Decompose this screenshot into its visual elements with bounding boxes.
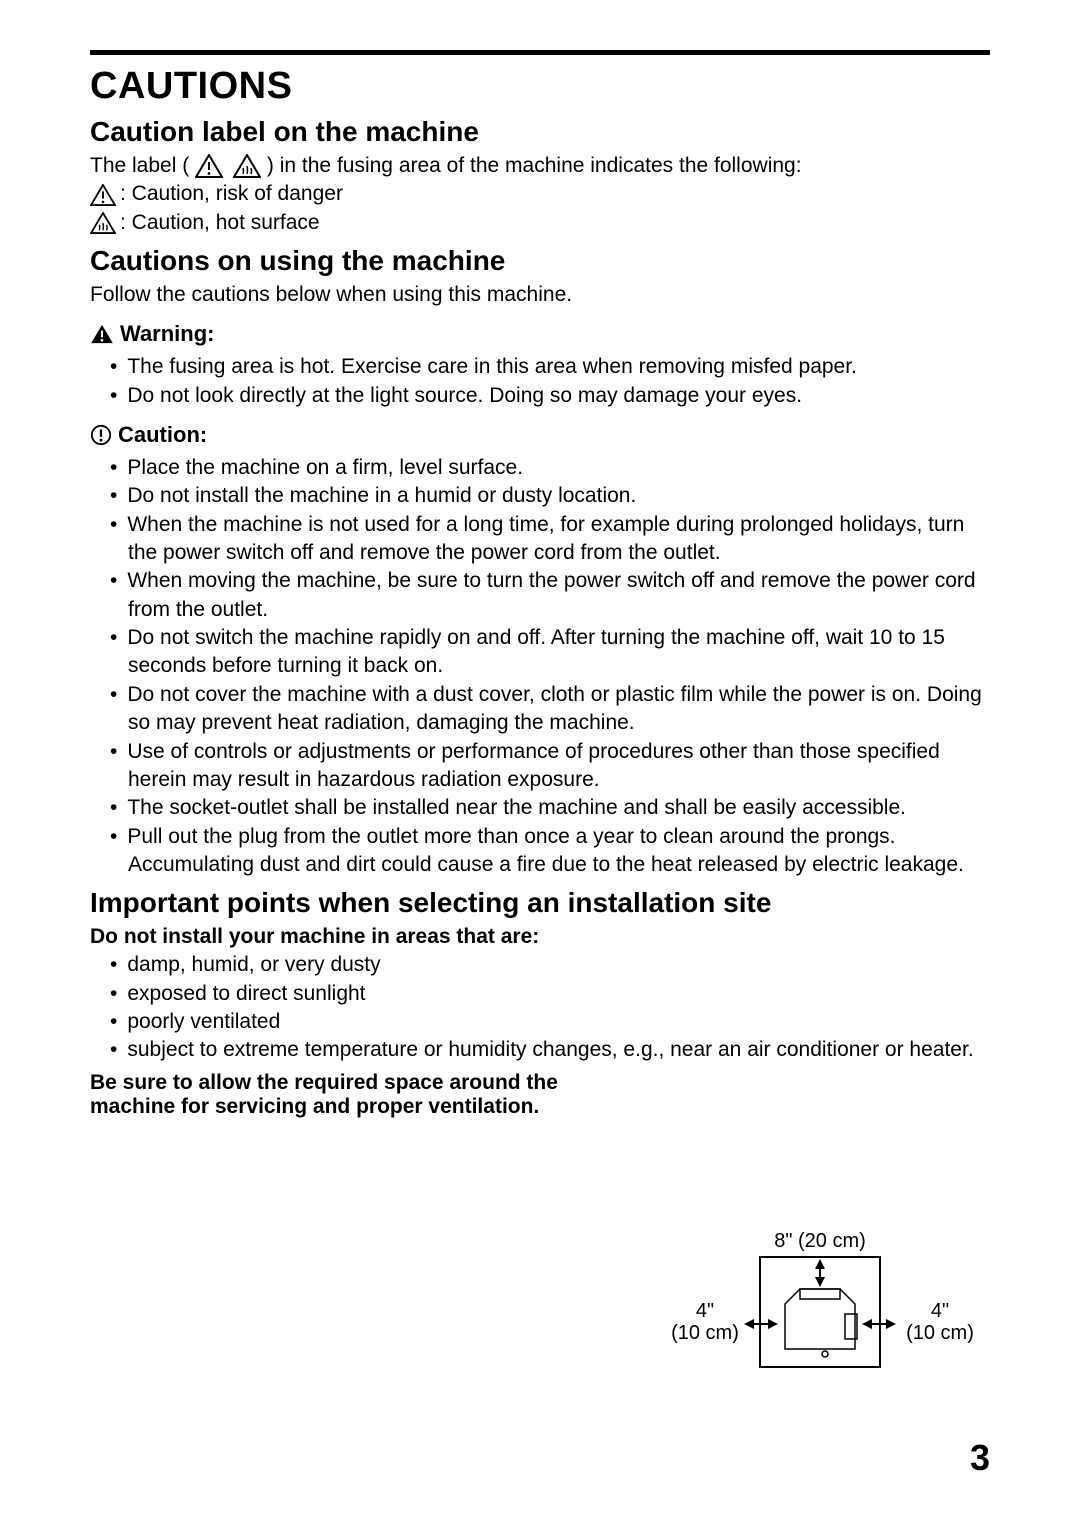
install-sub2: Be sure to allow the required space arou…: [90, 1071, 610, 1119]
warning-label: Warning:: [120, 321, 215, 347]
areas-list: damp, humid, or very dusty exposed to di…: [90, 951, 990, 1064]
diagram-right-l2: (10 cm): [906, 1322, 974, 1344]
list-item: Do not cover the machine with a dust cov…: [90, 681, 990, 738]
page-number: 3: [970, 1437, 990, 1479]
list-item: Do not install the machine in a humid or…: [90, 482, 990, 510]
label-intro-icons: [195, 154, 261, 178]
warning-subheading: Warning:: [90, 321, 990, 347]
list-item: The fusing area is hot. Exercise care in…: [90, 353, 990, 381]
list-item: Do not switch the machine rapidly on and…: [90, 624, 990, 681]
label-intro: The label ( ) in the fusing area of the …: [90, 152, 990, 180]
warning-solid-icon: [90, 324, 114, 344]
using-section-heading: Cautions on using the machine: [90, 245, 990, 277]
diagram-left-l1: 4": [696, 1300, 714, 1322]
list-item: subject to extreme temperature or humidi…: [90, 1036, 990, 1064]
warning-triangle-heat-icon: [233, 154, 261, 178]
using-intro: Follow the cautions below when using thi…: [90, 281, 990, 309]
diagram-right-l1: 4": [931, 1300, 949, 1322]
legend-text-0: : Caution, risk of danger: [120, 180, 343, 208]
list-item: Do not look directly at the light source…: [90, 382, 990, 410]
top-rule: [90, 50, 990, 55]
list-item: When the machine is not used for a long …: [90, 511, 990, 568]
warning-triangle-heat-icon: [90, 212, 116, 234]
clearance-diagram: 8" (20 cm) 4" (10 cm) 4" (10 cm): [650, 1229, 990, 1379]
caution-subheading: Caution:: [90, 422, 990, 448]
caution-circle-icon: [90, 424, 112, 446]
caution-label: Caution:: [118, 422, 207, 448]
list-item: Use of controls or adjustments or perfor…: [90, 738, 990, 795]
list-item: Place the machine on a firm, level surfa…: [90, 454, 990, 482]
list-item: When moving the machine, be sure to turn…: [90, 567, 990, 624]
diagram-top-label: 8" (20 cm): [774, 1230, 866, 1252]
warning-list: The fusing area is hot. Exercise care in…: [90, 353, 990, 410]
list-item: poorly ventilated: [90, 1008, 990, 1036]
diagram-left-l2: (10 cm): [671, 1322, 739, 1344]
legend-text-1: : Caution, hot surface: [120, 209, 320, 237]
list-item: Pull out the plug from the outlet more t…: [90, 823, 990, 880]
list-item: damp, humid, or very dusty: [90, 951, 990, 979]
caution-list: Place the machine on a firm, level surfa…: [90, 454, 990, 879]
page-title: CAUTIONS: [90, 65, 990, 108]
label-section-heading: Caution label on the machine: [90, 116, 990, 148]
label-intro-post: ) in the fusing area of the machine indi…: [267, 154, 802, 177]
label-intro-pre: The label (: [90, 154, 189, 177]
install-sub1: Do not install your machine in areas tha…: [90, 925, 990, 949]
list-item: exposed to direct sunlight: [90, 980, 990, 1008]
install-section-heading: Important points when selecting an insta…: [90, 887, 990, 919]
warning-triangle-exclaim-icon: [90, 184, 116, 206]
list-item: The socket-outlet shall be installed nea…: [90, 794, 990, 822]
legend-row-1: : Caution, hot surface: [90, 209, 990, 237]
warning-triangle-exclaim-icon: [195, 154, 223, 178]
legend-row-0: : Caution, risk of danger: [90, 180, 990, 208]
